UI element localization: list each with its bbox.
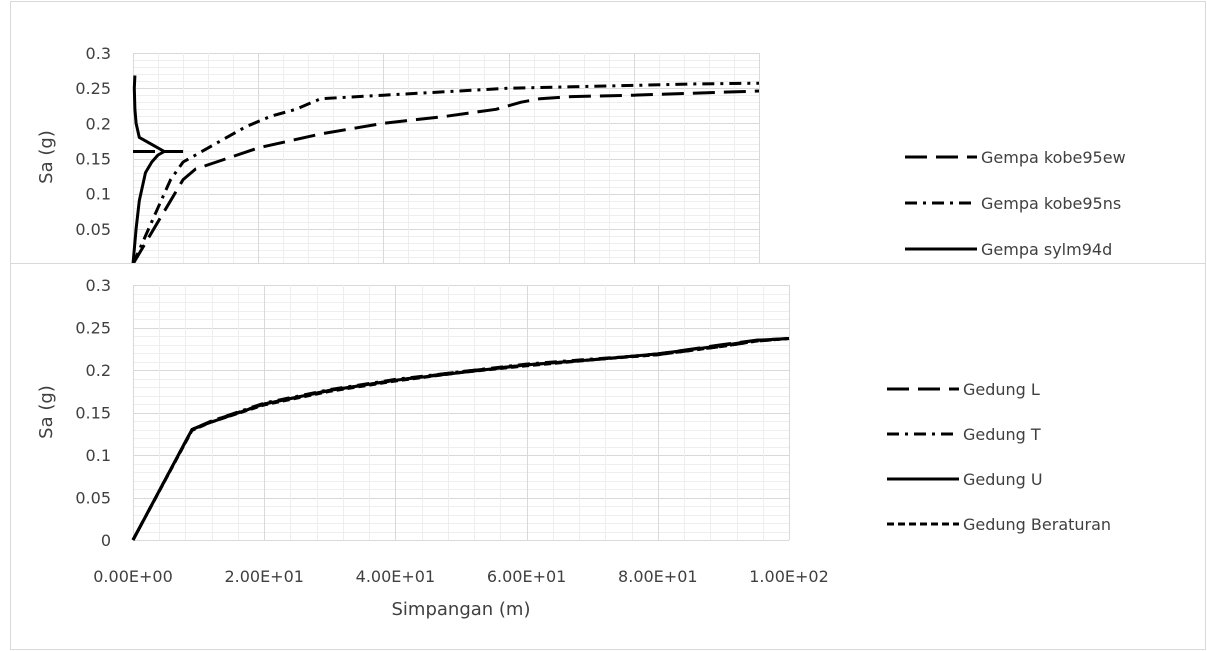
y-tick-label: 0.3: [86, 44, 111, 63]
y-tick-label: 0.1: [86, 446, 111, 465]
top-chart-panel: 0.05 0.1 0.15 0.2 0.25 0.3 Sa (g) Gempa kobe9…: [36, 44, 1126, 265]
top-chart-grid: [133, 53, 760, 265]
bottom-chart-x-ticks: 0.00E+00 2.00E+01 4.00E+01 6.00E+01 8.00E+01…: [93, 567, 829, 586]
bottom-chart-panel: 0 0.05 0.1 0.15 0.2 0.25 0.3 0.00E+00 2.00E+01 4…: [36, 276, 1111, 620]
y-tick-label: 0.05: [75, 220, 111, 239]
legend-label-gempa-kobe95ns: Gempa kobe95ns: [981, 194, 1121, 213]
legend-label-gempa-kobe95ew: Gempa kobe95ew: [981, 148, 1126, 167]
y-tick-label: 0.15: [75, 404, 111, 423]
y-tick-label: 0.25: [75, 79, 111, 98]
y-tick-label: 0.2: [86, 361, 111, 380]
x-tick-label: 2.00E+01: [224, 567, 304, 586]
y-tick-label: 0.3: [86, 276, 111, 295]
x-tick-label: 1.00E+02: [749, 567, 829, 586]
y-tick-label: 0.15: [75, 150, 111, 169]
y-tick-label: 0.1: [86, 185, 111, 204]
legend-label-gedung-u: Gedung U: [963, 470, 1043, 489]
bottom-chart-series: [131, 337, 790, 541]
y-tick-label: 0.05: [75, 489, 111, 508]
legend-label-gedung-t: Gedung T: [963, 425, 1041, 444]
top-chart-legend: Gempa kobe95ew Gempa kobe95ns Gempa sylm94…: [905, 148, 1126, 259]
y-tick-label: 0.2: [86, 114, 111, 133]
series-line-gempa-kobe95ew: [131, 89, 760, 265]
bottom-chart-x-axis-title: Simpangan (m): [392, 599, 531, 620]
top-chart-series: [131, 75, 760, 265]
y-tick-label: 0.25: [75, 319, 111, 338]
x-tick-label: 4.00E+01: [356, 567, 436, 586]
x-tick-label: 8.00E+01: [618, 567, 698, 586]
outer-frame: [10, 1, 1206, 650]
y-tick-label: 0: [101, 531, 111, 550]
top-chart-y-axis-title: Sa (g): [36, 130, 57, 184]
x-tick-label: 0.00E+00: [93, 567, 173, 586]
legend-label-gedung-l: Gedung L: [963, 380, 1040, 399]
bottom-chart-y-axis-title: Sa (g): [36, 385, 57, 439]
bottom-chart-grid: [133, 285, 790, 541]
bottom-chart-y-ticks: 0 0.05 0.1 0.15 0.2 0.25 0.3: [75, 276, 111, 550]
legend-label-gedung-beraturan: Gedung Beraturan: [963, 515, 1111, 534]
bottom-chart-legend: Gedung L Gedung T Gedung U Gedung Beraturan: [887, 380, 1111, 534]
top-chart-y-ticks: 0.05 0.1 0.15 0.2 0.25 0.3: [75, 44, 111, 239]
series-line-gedung-beraturan: [131, 337, 790, 541]
series-line-gempa-kobe95ns: [131, 81, 760, 265]
legend-label-gempa-sylm94d: Gempa sylm94d: [981, 240, 1112, 259]
x-tick-label: 6.00E+01: [487, 567, 567, 586]
